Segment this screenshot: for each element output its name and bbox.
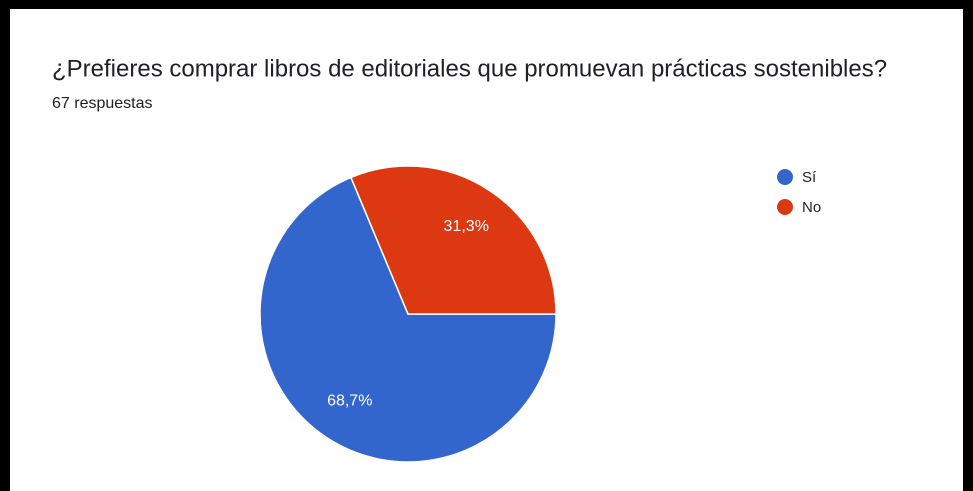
chart-subtitle: 67 respuestas [52,95,153,112]
legend-label: No [802,199,821,216]
pie-slice [349,165,557,315]
legend-swatch [777,199,793,215]
chart-title: ¿Prefieres comprar libros de editoriales… [52,55,887,82]
slice-label: 68,7% [327,393,372,410]
legend-label: Sí [802,169,817,186]
slice-label: 31,3% [444,218,489,235]
pie-slice [259,176,557,463]
legend-swatch [777,169,793,185]
